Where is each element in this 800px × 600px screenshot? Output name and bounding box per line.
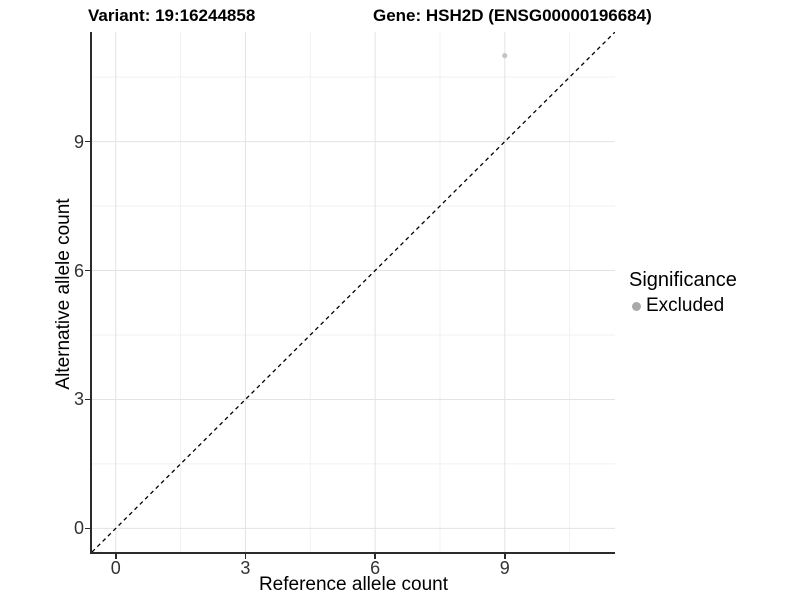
x-tick-label: 3: [240, 558, 251, 578]
plot-panel: [92, 32, 615, 552]
x-axis-line: [90, 552, 615, 554]
x-tick-mark: [244, 554, 247, 559]
identity-reference-line: [92, 32, 615, 552]
data-point: [502, 53, 508, 59]
y-tick-label: 3: [73, 389, 84, 410]
legend-item-excluded: Excluded: [629, 295, 737, 317]
x-axis-title: Reference allele count: [258, 574, 449, 595]
y-tick-label: 0: [73, 518, 84, 539]
plot-title-gene: Gene: HSH2D (ENSG00000196684): [373, 6, 652, 25]
x-tick-label: 9: [499, 558, 510, 578]
y-axis-title: Alternative allele count: [53, 198, 74, 390]
y-tick-label: 6: [73, 260, 84, 281]
plot-canvas: [92, 32, 615, 552]
x-tick-mark: [115, 554, 117, 559]
legend-title: Significance: [629, 269, 737, 291]
legend-key-dot-icon: [632, 301, 641, 311]
legend-item-label: Excluded: [646, 295, 725, 316]
x-tick-label: 0: [110, 558, 121, 578]
x-tick-label: 6: [370, 558, 381, 578]
y-tick-mark: [85, 269, 90, 272]
y-tick-mark: [85, 527, 90, 530]
x-tick-mark: [504, 554, 506, 559]
y-tick-mark: [85, 140, 90, 143]
plot-title-variant: Variant: 19:16244858: [88, 6, 256, 25]
x-tick-mark: [374, 554, 376, 559]
y-axis-line: [90, 32, 92, 554]
legend: Significance Excluded: [629, 269, 737, 317]
y-tick-mark: [85, 398, 90, 401]
y-tick-label: 9: [73, 131, 84, 152]
